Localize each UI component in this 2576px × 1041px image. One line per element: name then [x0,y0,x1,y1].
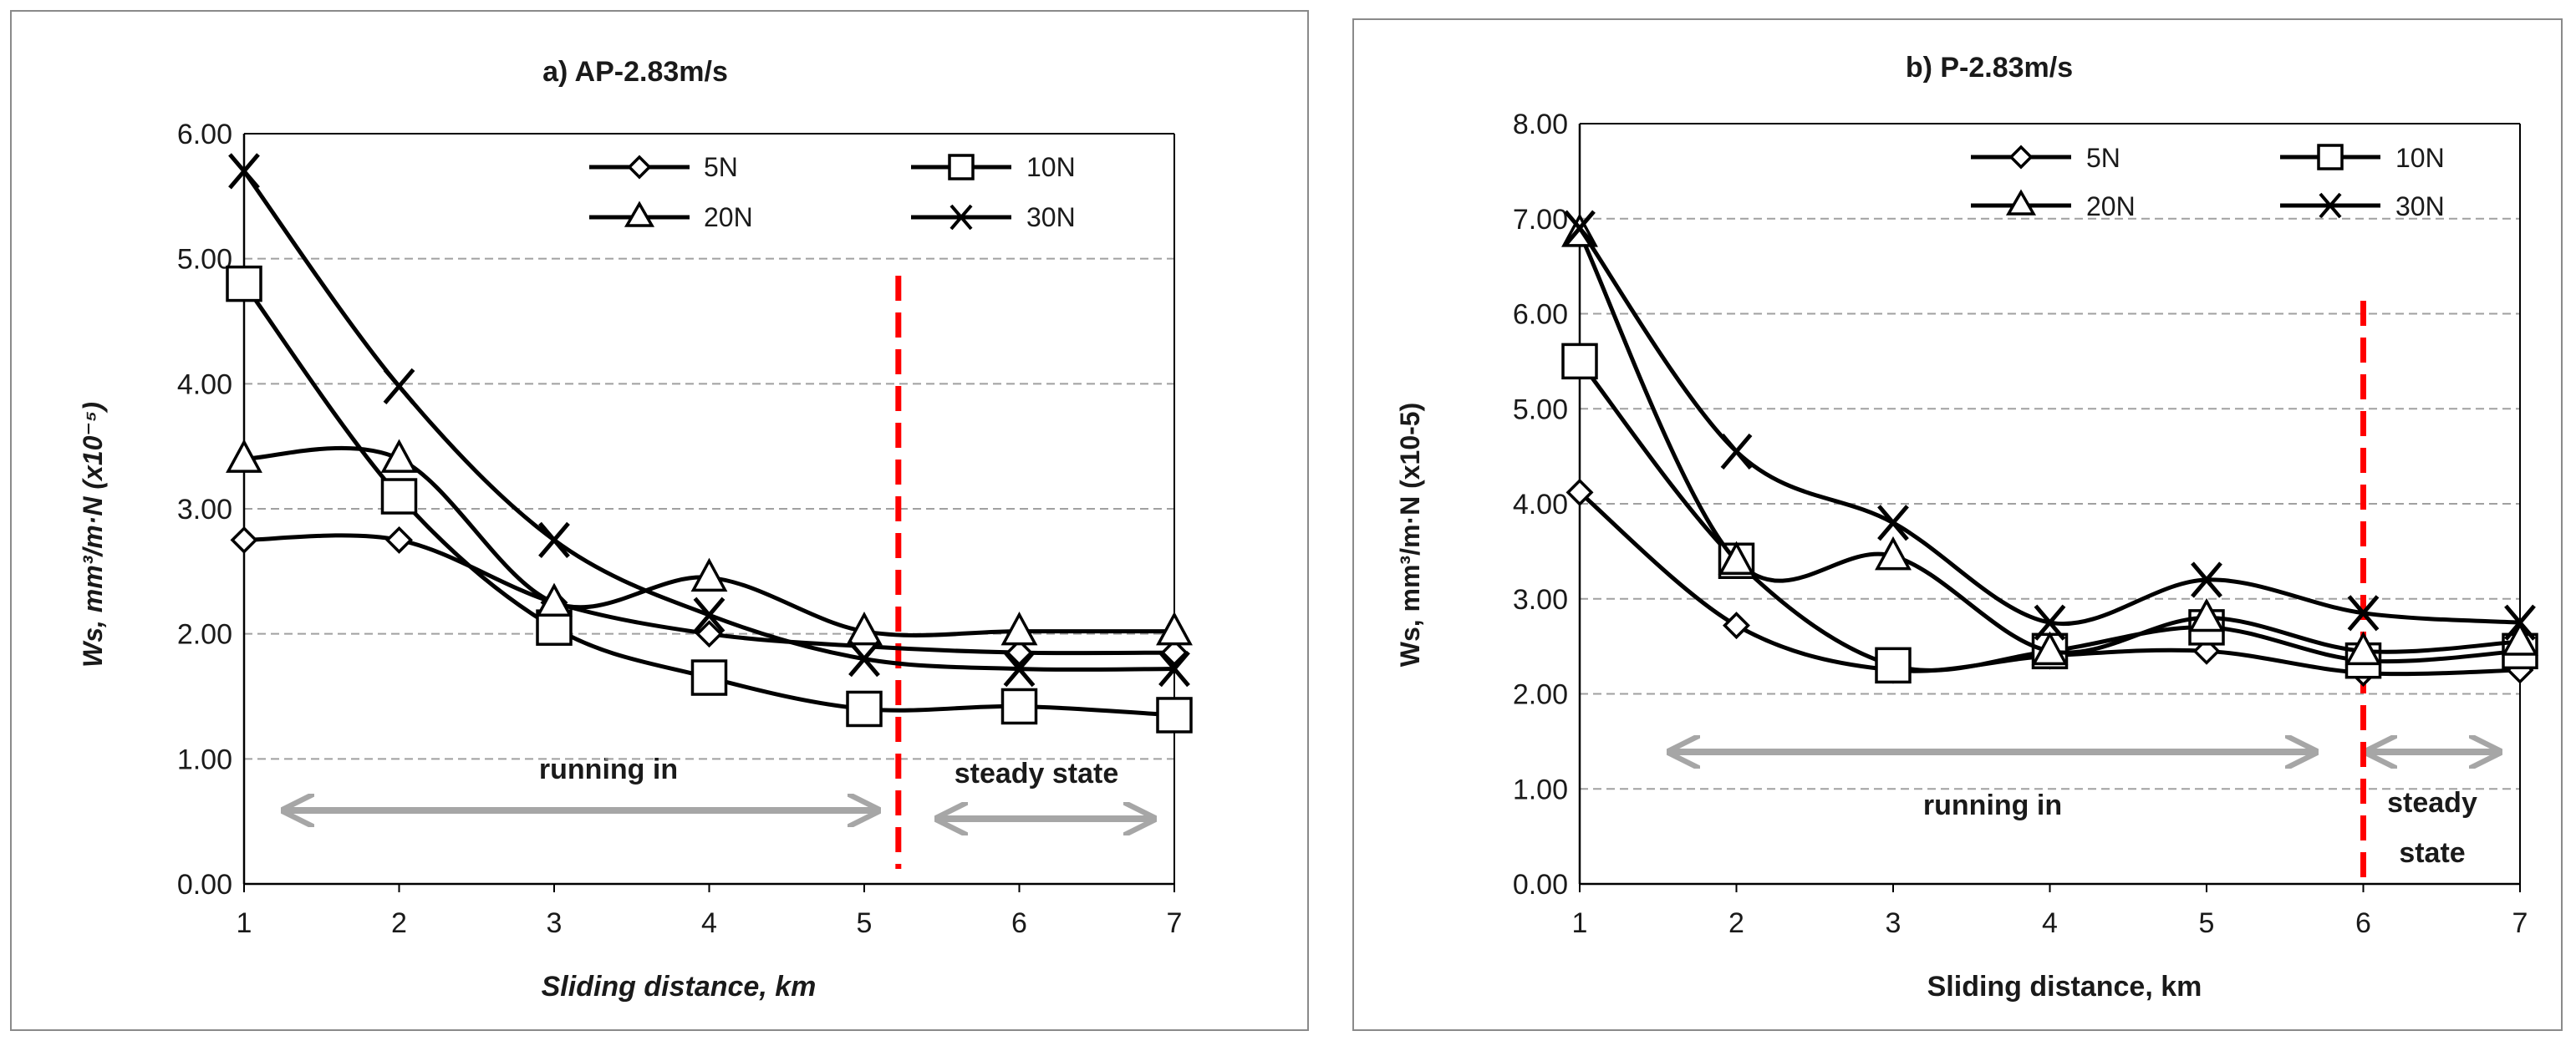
chart-a-point-30n [228,153,260,190]
chart-b-point-30n [1720,433,1753,470]
chart-a-point-10n [1000,688,1038,725]
chart-b-point-10n [1875,647,1912,684]
chart-b-xtick-label: 1 [1572,907,1588,939]
chart-b-ytick-label: 8.00 [1513,109,1568,140]
chart-b-plot: 0.00 1.00 2.00 3.00 4.00 5.00 6.00 7.00 8.00 1 2 3 4… [1513,109,2538,939]
chart-a-series-line-30n [242,170,1175,672]
chart-a-point-30n [693,597,725,633]
chart-b-point-20n [2031,631,2069,666]
chart-a-ytick-label: 1.00 [177,744,232,775]
chart-b-state-label: state [2399,837,2465,869]
chart-b-legend-10n: 10N [2395,143,2445,173]
chart-b-xtick-label: 6 [2355,907,2371,939]
chart-a-point-10n [226,265,262,302]
chart-a-ytick-label: 4.00 [177,368,232,400]
chart-b-xtick-label: 5 [2199,907,2215,939]
chart-a-point-30n [383,368,415,404]
chart-a-point-20n [1156,612,1193,646]
chart-b-point-5n [1723,612,1750,640]
chart-b-point-10n [1561,343,1598,380]
chart-b-point-30n [1564,210,1596,246]
chart-b-series-line-20n [1577,231,2521,655]
chart-b-ytick-label: 4.00 [1513,489,1568,520]
chart-a-point-5n [1005,638,1033,667]
chart-b-point-30n [2504,604,2536,641]
chart-a-point-5n [695,620,723,648]
chart-b-ytick-label: 0.00 [1513,869,1568,901]
chart-b-xlabel: Sliding distance, km [1927,971,2202,1003]
chart-b-point-20n [1718,541,1755,575]
chart-b-point-30n [2347,595,2380,632]
chart-a-point-20n [226,439,262,473]
chart-b-ytick-label: 1.00 [1513,774,1568,805]
chart-a-title: a) AP-2.83m/s [542,56,728,88]
chart-b-running-in-label: running in [1923,790,2062,821]
chart-b-ytick-label: 3.00 [1513,584,1568,616]
chart-a-ytick-label: 3.00 [177,494,232,526]
chart-a-legend-30n: 30N [1026,202,1076,232]
chart-b-ytick-label: 6.00 [1513,299,1568,331]
chart-b-ytick-label: 7.00 [1513,204,1568,236]
chart-a-xtick-label: 5 [857,907,873,939]
chart-a-plot: 0.00 1.00 2.00 3.00 4.00 5.00 6.00 1 2 3 4 5 6 7 [177,119,1193,939]
chart-a-ytick-label: 5.00 [177,244,232,276]
chart-panel-a [10,10,1309,1031]
chart-a-point-10n [380,478,418,515]
chart-b-point-20n [2502,622,2538,656]
chart-a-point-30n [1003,650,1036,688]
chart-a-point-30n [1158,650,1190,688]
chart-a-xtick-label: 4 [701,907,717,939]
chart-b-xtick-label: 3 [1886,907,1901,939]
chart-b-legend-5n: 5N [2086,143,2120,173]
chart-a-legend: 5N 10N 20N 30N [589,152,1076,232]
chart-b-legend-30n: 30N [2395,191,2445,221]
chart-a-point-10n [1156,697,1193,734]
chart-a-xtick-label: 3 [547,907,563,939]
chart-a-point-10n [846,690,883,728]
chart-a-xtick-label: 7 [1167,907,1183,939]
chart-a-point-20n [690,557,728,592]
chart-a-point-30n [538,521,570,559]
chart-a-steady-state-label: steady state [955,758,1119,790]
chart-b-legend-20n: 20N [2086,191,2136,221]
chart-a-legend-10n: 10N [1026,152,1076,182]
chart-b-ylabel: Ws, mm³/m·N (x10-5) [1395,403,1425,668]
chart-b-point-20n [2188,597,2225,632]
chart-b-ytick-label: 2.00 [1513,679,1568,711]
chart-b-xtick-label: 2 [1728,907,1744,939]
chart-b-xtick-label: 4 [2042,907,2058,939]
chart-b-point-30n [1877,505,1909,541]
chart-a-ytick-label: 6.00 [177,119,232,150]
chart-b-legend: 5N 10N 20N 30N [1971,143,2445,221]
chart-a-xtick-label: 2 [391,907,407,939]
chart-a-ytick-label: 0.00 [177,869,232,901]
chart-b-point-20n [2344,631,2382,666]
chart-a-point-20n [536,582,573,617]
chart-b-ytick-label: 5.00 [1513,394,1568,425]
chart-a-point-30n [848,640,880,678]
chart-a-xtick-label: 6 [1011,907,1027,939]
chart-b-point-20n [1875,536,1912,571]
chart-a-point-5n [1160,638,1189,667]
chart-b-xtick-label: 7 [2512,907,2528,939]
chart-a-point-20n [380,439,418,473]
chart-a-point-5n [385,526,413,554]
chart-a-xlabel: Sliding distance, km [542,971,817,1003]
chart-a-legend-20n: 20N [704,202,753,232]
chart-a-legend-5n: 5N [704,152,738,182]
chart-b-title: b) P-2.83m/s [1906,52,2073,84]
chart-a-point-20n [1000,612,1038,646]
chart-b-point-5n [1565,478,1594,506]
chart-a-ytick-label: 2.00 [177,619,232,651]
chart-a-ylabel: Ws, mm³/m·N (x10⁻⁵) [78,402,108,668]
chart-a-point-10n [690,659,728,696]
chart-b-steady-label: steady [2387,787,2477,819]
chart-a-point-20n [846,612,883,646]
chart-a-xtick-label: 1 [237,907,252,939]
chart-b-series-line-30n [1577,226,2521,627]
chart-b-point-30n [2034,604,2066,641]
chart-b-point-30n [2191,561,2222,598]
chart-a-point-5n [230,526,258,554]
